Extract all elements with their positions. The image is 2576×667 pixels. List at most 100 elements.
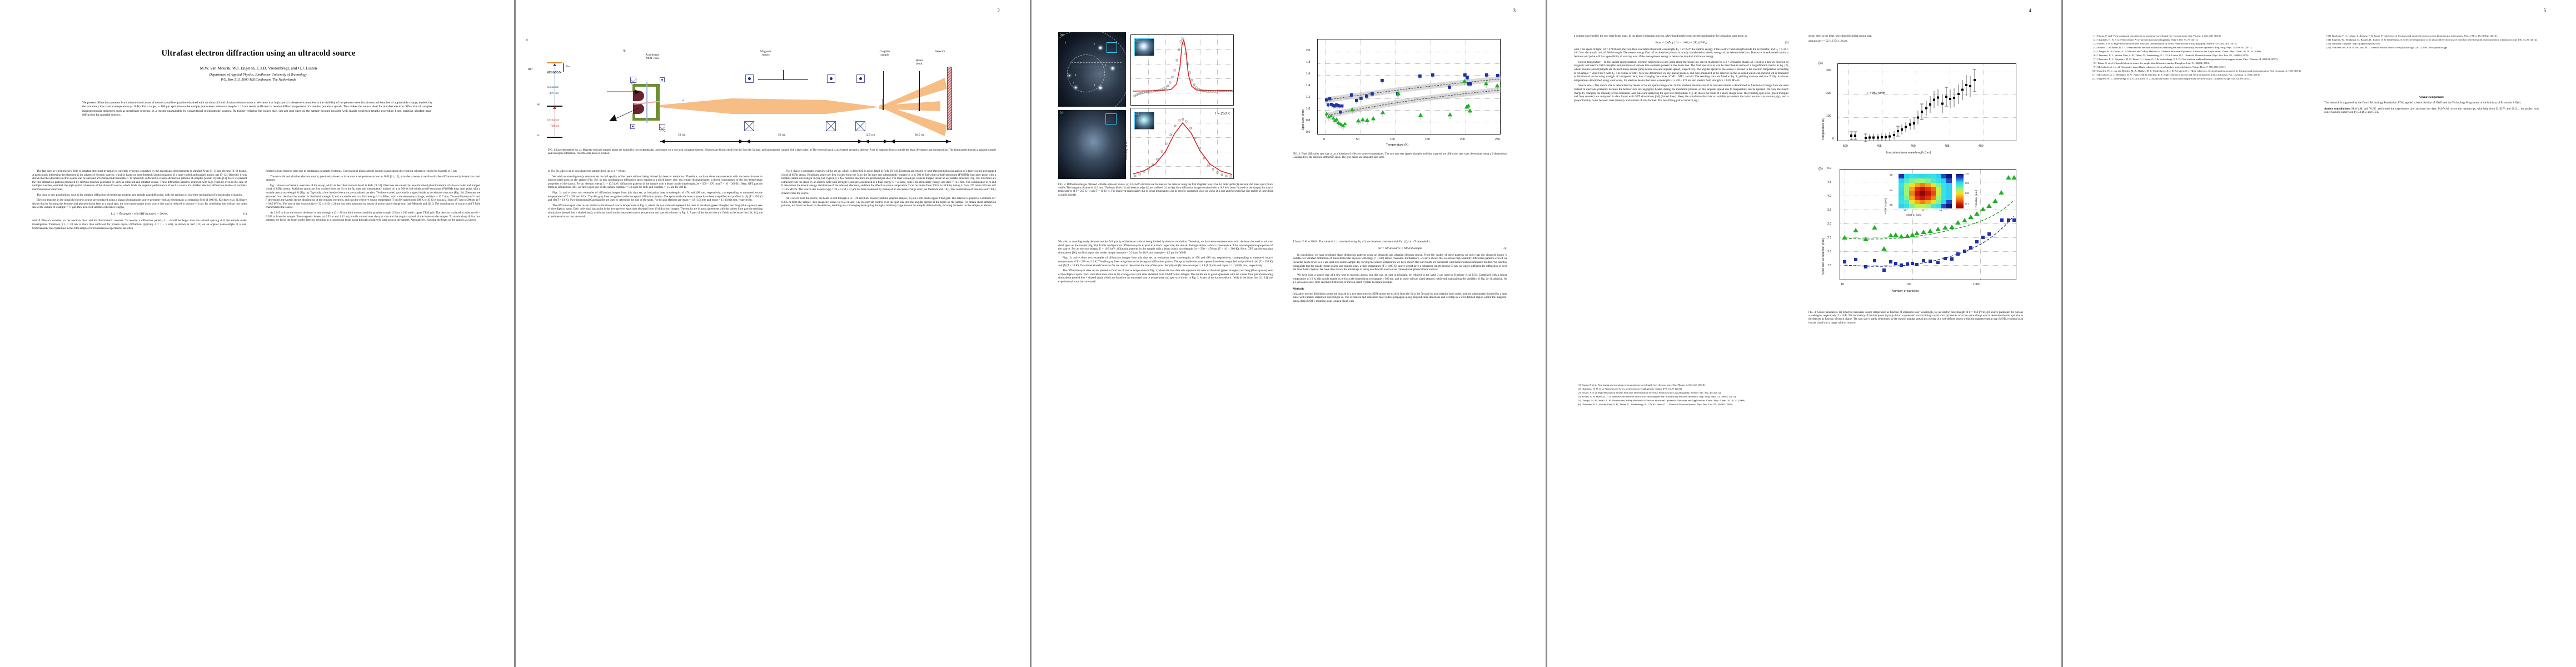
reference-item: [1] Emma, P. et al. First lasing and oper… [2090, 34, 2304, 38]
gridline [1165, 35, 1167, 105]
heatmap-cell [1946, 195, 1952, 200]
gridline [1165, 108, 1167, 178]
reference-number: [5] [2093, 49, 2096, 53]
beam-block-label: Beam block [915, 59, 923, 66]
heatmap-cell [1899, 204, 1904, 208]
gridline [1131, 78, 1233, 79]
reference-text: Engelen, W. J., van der Heijden, M. A., … [2097, 69, 2301, 72]
reference-item: [14] Engelen, W., Smakman, E., Bakker, D.… [2324, 38, 2539, 42]
heatmap-cell [1941, 195, 1947, 200]
page-number: 4 [2029, 8, 2032, 13]
reference-item: [15] Naturally Graphite. http://graphitec… [2324, 42, 2539, 46]
figure-2-panel-c-label: (c) [1060, 111, 1064, 115]
heatmap-cell [1946, 200, 1952, 205]
gridline [1882, 64, 1883, 141]
ionization-wavelength-label: ~479 nm [548, 92, 559, 95]
reference-text: Boutet, S. et al. High-Resolution Protei… [2097, 42, 2238, 45]
accelerator-cathode-left [632, 84, 635, 91]
paragraph: The diffraction spot sizes σs are plotte… [1058, 269, 1273, 284]
reference-item: [10] Engelen, W. J., van der Heijden, M. … [2090, 69, 2304, 73]
heatmap-cell [1920, 182, 1925, 187]
paragraph: limited to (sub-)micron sizes due to lim… [266, 170, 457, 173]
cross-icon [744, 121, 754, 131]
inset-x-sub: x [1914, 214, 1916, 216]
region-number-3-inner: 3 [1079, 61, 1081, 64]
figure-2-panel-d-label: (d) [1135, 112, 1139, 116]
heatmap-cell [1899, 182, 1904, 187]
acknowledgements-heading: Acknowledgements [2418, 96, 2445, 99]
acknowledgements-block: Acknowledgements This research is suppor… [2324, 96, 2539, 115]
reference-number: [4] [2093, 46, 2096, 49]
heatmap-cell [1925, 187, 1931, 191]
affiliation-line-1: Department of Applied Physics, Eindhoven… [209, 73, 308, 77]
sample-plane [883, 99, 884, 110]
cbar-tick-0-9: 0.9 [1965, 182, 1969, 185]
heatmap-cell [1909, 178, 1915, 183]
equation-1-number: (1) [243, 212, 247, 216]
gridline [1318, 122, 1500, 123]
dot-icon [830, 77, 833, 80]
ionization-pointer-arrow [607, 89, 640, 94]
figure-4b-ytick-3-0: 3.0 [1827, 222, 1832, 226]
acknowledgements-text: This research is supported by the Dutch … [2324, 101, 2522, 105]
reference-text: Chergui, M. & Zewail, A. H. Electron and… [1582, 399, 1746, 402]
page2-column-1: in Fig. 1b, allows us to investigate the… [548, 170, 763, 220]
page3-column-1: We wish to unambiguously demonstrate the… [1058, 240, 1273, 286]
figure-4b-ytick-1-5: 1.5 [1827, 264, 1832, 267]
paragraph: We wish to unambiguously demonstrate the… [1058, 240, 1273, 255]
equation-2: σs² = M²ₛσ²source + M²ₐσ²d,sample [1378, 246, 1422, 250]
author-contributions-text: M.W.v.M. and W.J.E. performed the experi… [2324, 107, 2539, 115]
heatmap-cell [1920, 204, 1925, 208]
reference-number: [2] [2093, 38, 2096, 41]
heatmap-cell [1899, 187, 1904, 191]
gridline [1840, 210, 2016, 211]
figure-3-ytick-1-0: 1.0 [1306, 107, 1311, 111]
heatmap-cell [1925, 204, 1931, 208]
distance-53cm-label: 53 cm [678, 133, 686, 137]
paragraph: with ℏ Planck's constant, m the electron… [32, 219, 247, 230]
distance-28-5cm-label: 28.5 cm [915, 133, 925, 137]
references-column-1: [1] Emma, P. et al. First lasing and oper… [2090, 34, 2304, 81]
heatmap-cell [1930, 200, 1936, 205]
equation-2-number: (2) [1503, 246, 1507, 250]
gridline [1840, 265, 2016, 266]
equation-3-number: (3) [1785, 41, 1788, 44]
reference-number: [2] [1577, 387, 1581, 390]
references-column-2: [13] Kirchner, F. O., Lahme, S., Krausz, … [2324, 34, 2539, 50]
cbar-tick-1-0: 1.0 [1965, 173, 1969, 176]
figure-3-ytick-2-0: 2.0 [1306, 49, 1311, 52]
figure-2-panel-d-plot: (d) T = 250 K [1130, 108, 1234, 179]
figure-4b-series [1842, 175, 2017, 272]
reference-item: [13] Kirchner, F. O., Lahme, S., Krausz, … [2324, 34, 2539, 38]
figure-4a-xtick-500: 500 [1843, 145, 1848, 148]
heatmap-cell [1930, 191, 1936, 196]
page1-column-2: limited to (sub-)micron sizes due to lim… [266, 170, 480, 224]
gridline [1950, 64, 1951, 141]
reference-text: Kirchner, F. O., Lahme, S., Krausz, F. &… [2332, 34, 2498, 37]
beam-block-guide-bottom [1072, 67, 1122, 68]
reference-number: [6] [1577, 402, 1581, 406]
page4-column-2-top: sense, seen in the inset, providing the … [1808, 34, 2023, 43]
figure-4b-ytick-3-5: 3.5 [1827, 208, 1832, 212]
reference-number: [7] [2093, 57, 2096, 61]
excitation-arrowhead [552, 106, 556, 109]
ionization-arrowhead [552, 63, 556, 66]
heatmap-cell [1925, 195, 1931, 200]
heatmap-cell [1909, 195, 1915, 200]
level-5s-label: 5s [537, 134, 540, 137]
reference-number: [12] [2092, 77, 2096, 80]
reference-number: [9] [2093, 65, 2096, 68]
beam-block-thin-line [919, 71, 920, 101]
figure-4b-xtick-10: 10 [1841, 283, 1844, 286]
gridline [1838, 117, 2016, 118]
reference-number: [3] [2093, 42, 2096, 45]
figure-4a-xtick-485: 485 [1945, 145, 1950, 148]
heatmap-cell [1936, 204, 1941, 208]
heatmap-cell [1941, 174, 1947, 178]
dot-icon [748, 77, 751, 80]
figure-4a-ytick-300: 300 [1826, 69, 1831, 72]
heatmap-cell [1909, 174, 1915, 178]
excited-level-line [547, 62, 562, 63]
diffracted-beam-fan [879, 78, 947, 136]
